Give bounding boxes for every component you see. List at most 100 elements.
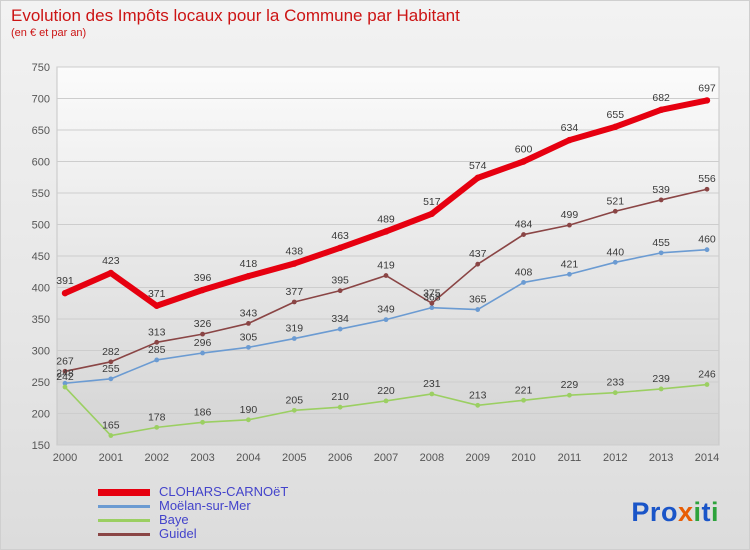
legend-item-guidel: Guidel <box>98 527 288 541</box>
data-label: 377 <box>286 286 304 298</box>
data-point <box>383 317 389 323</box>
data-point <box>246 417 251 423</box>
legend-swatch-guidel <box>98 532 150 536</box>
data-point <box>703 97 711 104</box>
data-label: 440 <box>607 246 625 258</box>
data-label: 463 <box>331 230 349 242</box>
data-label: 634 <box>561 122 579 134</box>
data-point <box>521 280 526 285</box>
data-label: 438 <box>286 246 304 258</box>
data-label: 205 <box>286 394 304 406</box>
data-point <box>429 391 435 397</box>
y-tick-label: 700 <box>32 94 50 106</box>
data-label: 437 <box>469 248 487 260</box>
data-point <box>337 326 343 332</box>
data-label: 460 <box>698 234 716 246</box>
y-tick-label: 150 <box>32 440 50 452</box>
y-tick-label: 500 <box>32 220 50 232</box>
data-label: 248 <box>56 367 74 379</box>
legend-item-baye: Baye <box>98 513 288 527</box>
data-point <box>108 376 114 382</box>
data-point <box>246 321 251 326</box>
data-label: 375 <box>423 287 441 299</box>
data-label: 255 <box>102 363 120 375</box>
data-point <box>154 357 160 363</box>
data-point <box>291 299 297 305</box>
data-label: 395 <box>331 275 349 287</box>
data-label: 349 <box>377 304 395 316</box>
data-point <box>429 300 435 306</box>
data-label: 178 <box>148 411 166 423</box>
data-label: 285 <box>148 344 166 356</box>
data-label: 334 <box>331 313 349 325</box>
x-tick-label: 2014 <box>695 452 719 464</box>
legend-label: Baye <box>159 512 189 527</box>
chart-header: Evolution des Impôts locaux pour la Comm… <box>11 6 460 39</box>
y-tick-label: 550 <box>32 188 50 200</box>
data-point <box>474 174 481 182</box>
data-label: 423 <box>102 255 120 267</box>
logo-letter: P <box>631 497 650 527</box>
data-label: 296 <box>194 337 212 349</box>
data-label: 600 <box>515 144 533 156</box>
y-tick-label: 250 <box>32 377 50 389</box>
data-label: 556 <box>698 173 716 185</box>
legend-label: Guidel <box>159 526 197 541</box>
y-tick-label: 300 <box>32 346 50 358</box>
chart-legend: CLOHARS-CARNOëT Moëlan-sur-Mer Baye Guid… <box>98 485 288 541</box>
data-point <box>658 250 664 256</box>
data-point <box>153 302 160 309</box>
data-point <box>475 402 481 408</box>
data-point <box>336 244 344 252</box>
data-point <box>108 433 114 438</box>
data-label: 499 <box>561 209 579 221</box>
data-label: 682 <box>652 92 670 104</box>
data-label: 213 <box>469 389 487 401</box>
logo-letter: i <box>693 497 702 527</box>
data-point <box>612 123 619 131</box>
y-tick-label: 350 <box>32 314 50 326</box>
logo-letter: t <box>701 497 711 527</box>
data-label: 221 <box>515 384 533 396</box>
data-label: 574 <box>469 160 487 172</box>
x-tick-label: 2002 <box>144 452 168 464</box>
data-label: 210 <box>331 391 349 403</box>
data-label: 229 <box>561 379 579 391</box>
x-tick-label: 2004 <box>236 452 260 464</box>
data-point <box>154 424 160 430</box>
x-tick-label: 2003 <box>190 452 214 464</box>
data-point <box>612 208 618 214</box>
logo-letter: x <box>677 497 694 527</box>
legend-label: CLOHARS-CARNOëT <box>159 484 289 499</box>
proxiti-logo: Proxiti <box>631 497 719 528</box>
chart-title: Evolution des Impôts locaux pour la Comm… <box>11 6 460 25</box>
data-point <box>567 222 572 228</box>
logo-letter: o <box>660 497 678 527</box>
data-label: 391 <box>56 275 74 287</box>
data-point <box>520 158 527 165</box>
data-label: 239 <box>652 373 670 385</box>
data-label: 319 <box>286 323 304 335</box>
x-tick-label: 2007 <box>374 452 398 464</box>
data-label: 418 <box>240 258 258 270</box>
data-point <box>657 106 665 114</box>
data-point <box>567 271 572 277</box>
data-label: 655 <box>607 109 625 121</box>
data-point <box>245 272 252 280</box>
data-label: 396 <box>194 272 212 284</box>
x-tick-label: 2012 <box>603 452 627 464</box>
data-point <box>521 397 526 403</box>
data-point <box>429 305 435 311</box>
data-point <box>61 289 69 297</box>
y-tick-label: 600 <box>32 157 50 169</box>
data-label: 371 <box>148 288 166 300</box>
y-tick-label: 400 <box>32 283 50 295</box>
legend-swatch-baye <box>98 518 150 522</box>
data-point <box>62 380 68 386</box>
x-tick-label: 2009 <box>465 452 489 464</box>
data-label: 408 <box>515 266 533 278</box>
data-point <box>382 228 390 235</box>
data-point <box>337 288 343 294</box>
x-tick-label: 2011 <box>558 452 582 464</box>
